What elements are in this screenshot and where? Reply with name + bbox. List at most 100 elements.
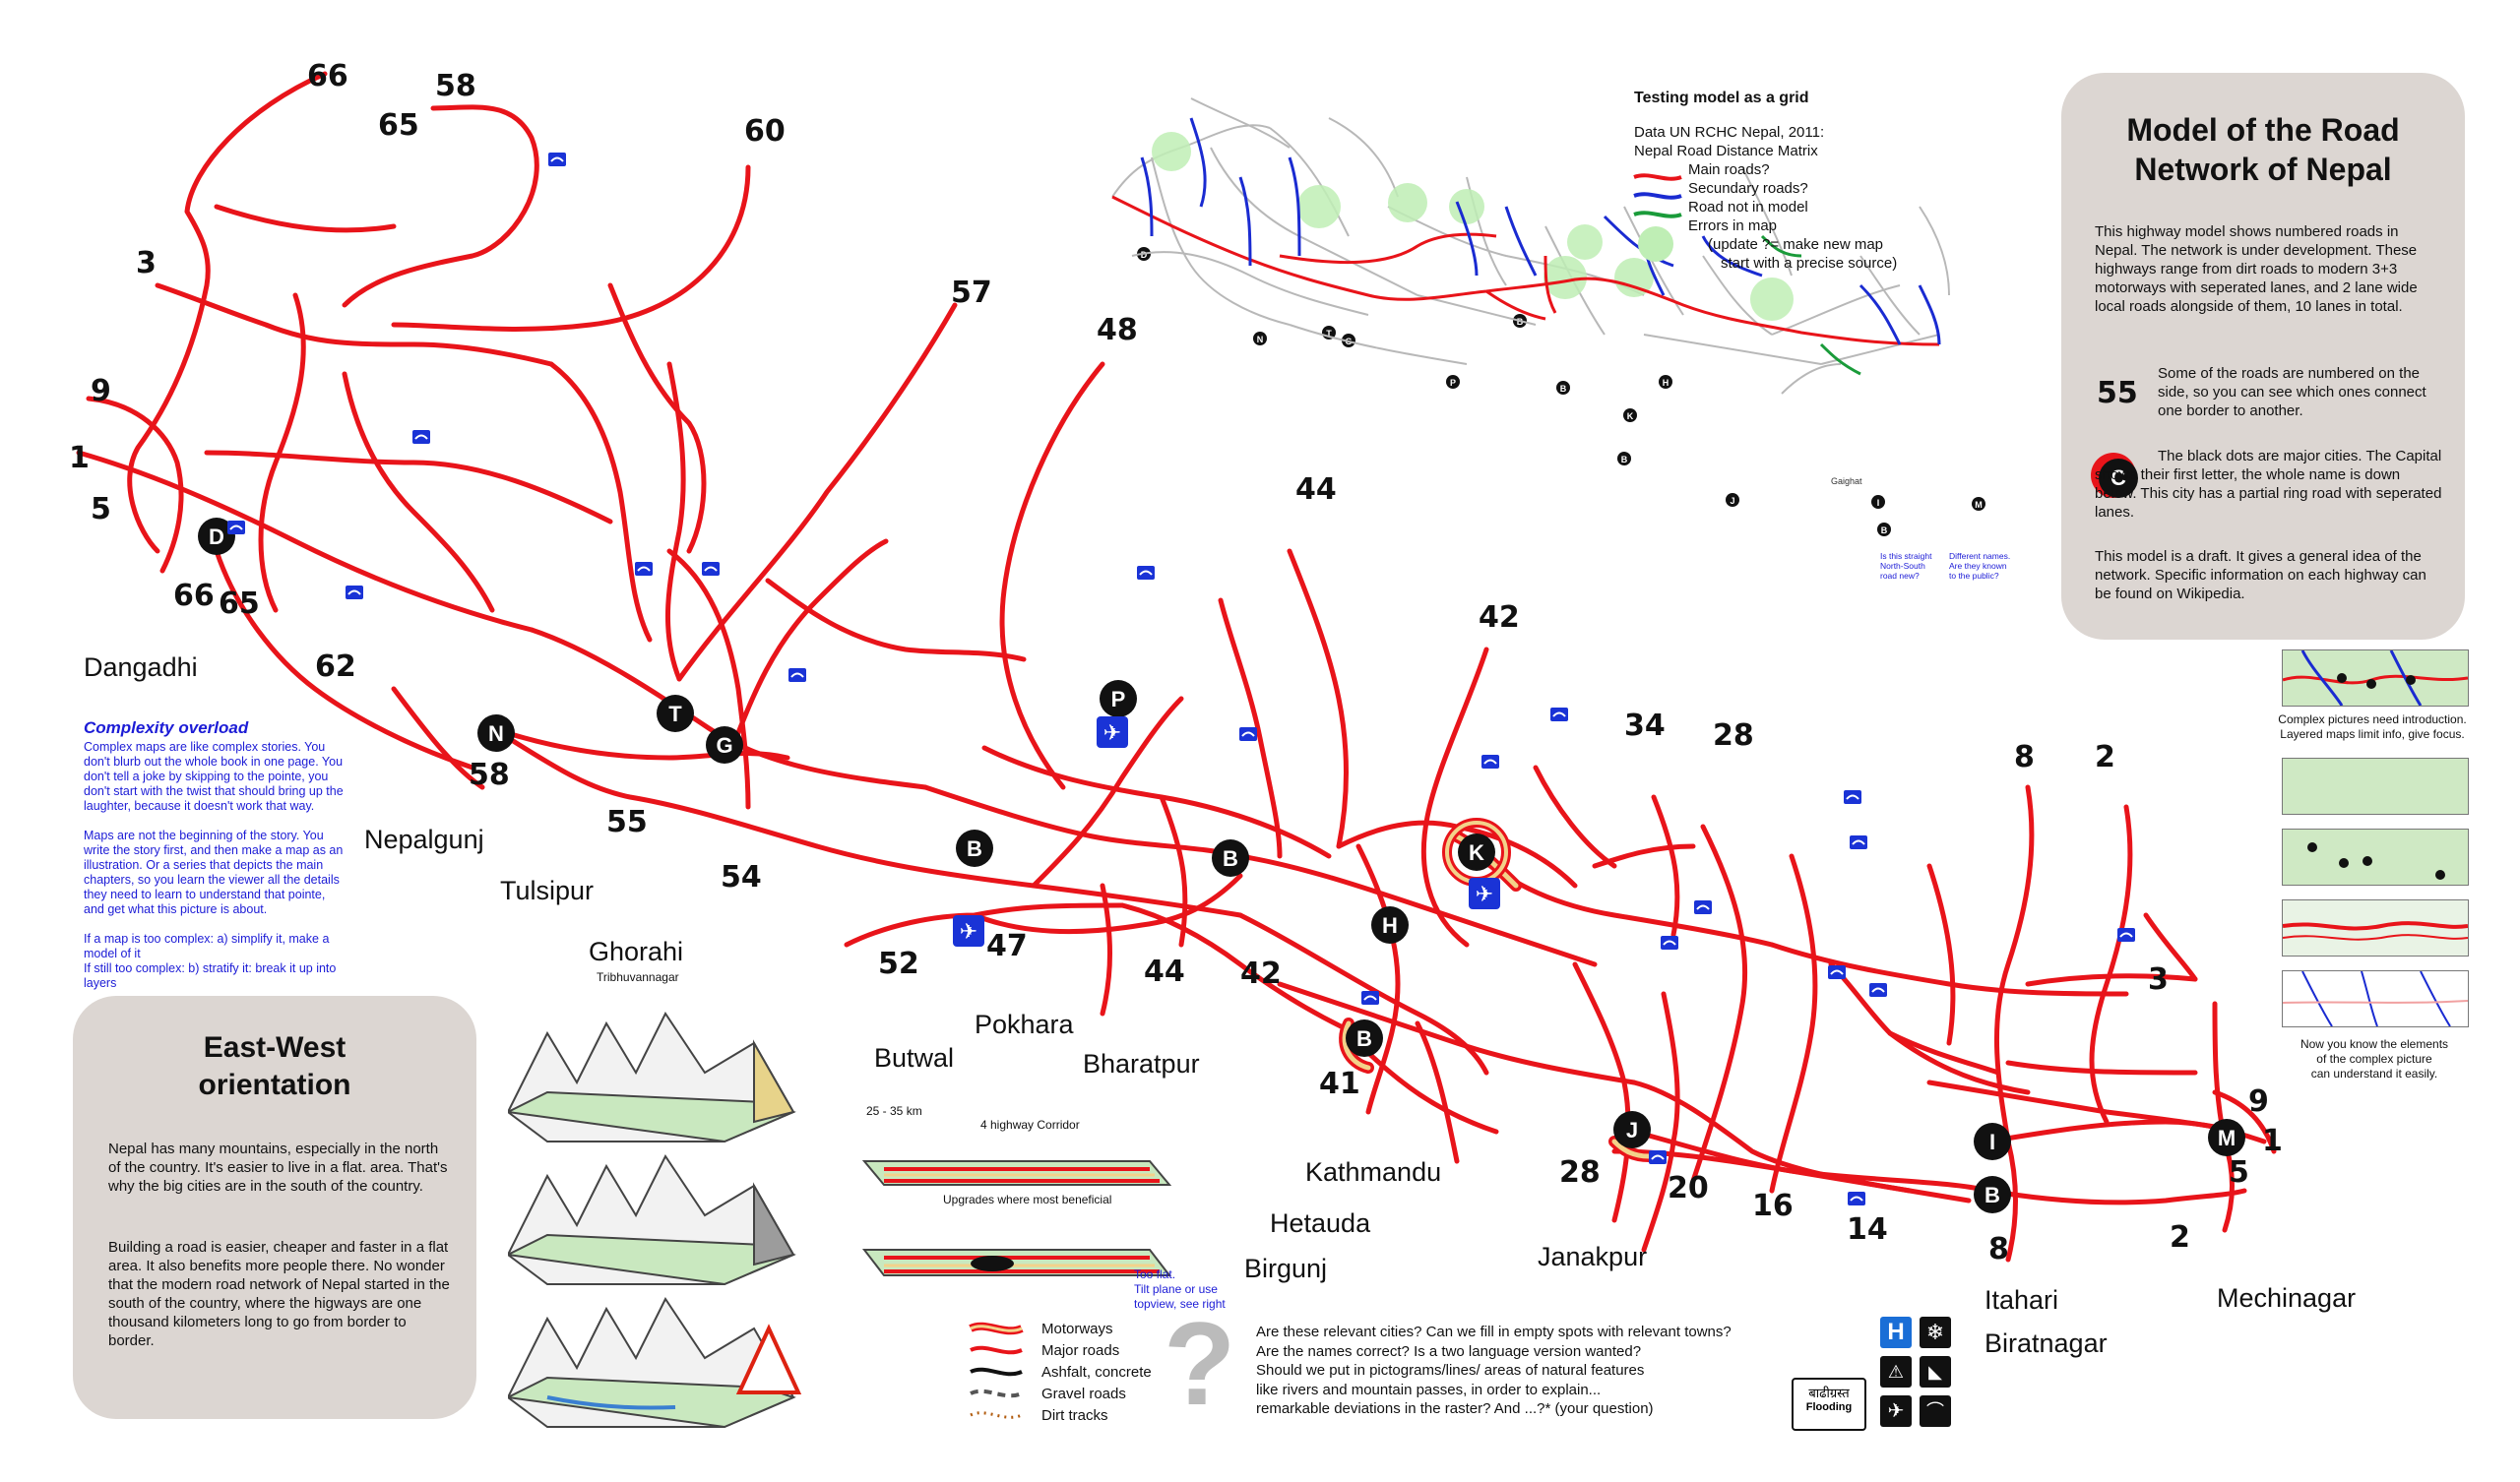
road-number-label: 65 — [219, 587, 260, 621]
legend-city-text: The black dots are major cities. The Cap… — [2095, 448, 2442, 521]
question-line-3: Should we put in pictograms/lines/ areas… — [1256, 1362, 1645, 1379]
landslide-icon: ◣ — [1920, 1356, 1951, 1388]
city-label-kathmandu: Kathmandu — [1305, 1157, 1442, 1187]
east-west-paragraph1: Nepal has many mountains, especially in … — [108, 1141, 448, 1195]
road-number-label: 28 — [1559, 1155, 1601, 1190]
bridge-icon — [788, 668, 806, 682]
svg-text:✈: ✈ — [960, 920, 977, 945]
corridor-note: Too flat. Tilt plane or use topview, see… — [1134, 1267, 1226, 1312]
bridge-icon — [1361, 991, 1379, 1005]
city-marker-d: D — [198, 518, 235, 555]
terrain-illustrations — [508, 1012, 802, 1429]
terrain-block-2 — [508, 1154, 796, 1286]
airport-icon: ✈ — [1097, 716, 1128, 748]
road-number-label: 66 — [307, 59, 348, 93]
road-number-label: 3 — [2148, 962, 2169, 997]
bridge-icon — [2117, 928, 2135, 942]
city-label-hetauda: Hetauda — [1270, 1208, 1371, 1238]
grid-legend: Testing model as a grid Data UN RCHC Nep… — [1634, 89, 1959, 273]
bridge-icon — [227, 521, 245, 534]
road-number-label: 16 — [1752, 1189, 1794, 1223]
grid-city-marker: I — [1871, 495, 1885, 509]
layer-thumb-5-art — [2282, 970, 2469, 1027]
city-marker-n: N — [477, 714, 515, 752]
grid-note-right-1: Different names. — [1949, 551, 2011, 561]
city-marker-k: K — [1458, 834, 1495, 871]
bridge-icon — [1239, 727, 1257, 741]
grid-legend-title: Testing model as a grid — [1634, 90, 1809, 106]
motorways — [1339, 831, 1655, 1162]
bridge-icon — [1661, 936, 1678, 950]
snow-icon: ❄ — [1920, 1317, 1951, 1348]
city-marker-m: M — [2208, 1119, 2245, 1156]
terrain-block-3 — [508, 1297, 802, 1429]
city-marker-p: P — [1100, 680, 1137, 717]
city-marker-b: B — [1346, 1019, 1383, 1057]
legend-secondary-roads: Secundary roads? — [1688, 180, 1808, 197]
road-number-label: 44 — [1144, 955, 1185, 989]
svg-text:B: B — [967, 836, 982, 861]
city-marker-g: G — [706, 726, 743, 764]
open-questions: Are these relevant cities? Can we fill i… — [1256, 1323, 1732, 1419]
hospital-letter: H — [1887, 1319, 1905, 1345]
svg-text:D: D — [209, 525, 224, 549]
grid-city-marker: B — [1556, 381, 1570, 395]
svg-text:G: G — [716, 733, 732, 758]
svg-text:H: H — [1663, 378, 1670, 388]
city-label-janakpur: Janakpur — [1538, 1242, 1648, 1271]
legend-city-marker: C — [2099, 459, 2138, 498]
layers-caption-top: Complex pictures need introduction. Laye… — [2244, 712, 2500, 742]
bridge-icon — [1694, 900, 1712, 914]
question-mark-icon: ? — [1164, 1298, 1236, 1430]
grid-city-marker: K — [1623, 408, 1637, 422]
city-label-tulsipur: Tulsipur — [500, 876, 595, 905]
corridor-note-1: Too flat. — [1134, 1267, 1176, 1281]
corridor-note-3: topview, see right — [1134, 1297, 1226, 1311]
layer-thumb-3-art — [2307, 842, 2445, 880]
east-west-paragraph2: Building a road is easier, cheaper and f… — [108, 1239, 450, 1349]
bridge-icon — [702, 562, 720, 576]
svg-text:P: P — [1111, 687, 1126, 711]
road-type-legend: Motorways Major roads Ashfalt, concrete … — [1041, 1319, 1152, 1427]
svg-text:K: K — [1627, 411, 1634, 421]
corridor-illustration — [861, 1160, 1172, 1276]
svg-text:J: J — [1730, 496, 1734, 506]
svg-text:N: N — [488, 721, 504, 746]
legend-errors: Errors in map — [1688, 217, 1778, 234]
city-marker-b: B — [1212, 839, 1249, 877]
svg-text:N: N — [1257, 335, 1264, 344]
grid-city-marker: H — [1659, 375, 1672, 389]
corridor-distance: 25 - 35 km — [866, 1104, 922, 1118]
city-marker-t: T — [657, 695, 694, 732]
road-number-label: 58 — [435, 69, 476, 103]
question-line-5: remarkable deviations in the raster? And… — [1256, 1400, 1654, 1417]
city-marker-i: I — [1974, 1123, 2011, 1160]
layer-thumb-4 — [2282, 899, 2469, 957]
city-label-butwal: Butwal — [874, 1043, 955, 1073]
city-label-nepalgunj: Nepalgunj — [364, 825, 484, 854]
layer-thumb-5 — [2282, 970, 2469, 1027]
bridge-icon — [346, 586, 363, 599]
bridge-icon — [412, 430, 430, 444]
city-label-ghorahi: Ghorahi — [589, 937, 684, 966]
road-number-label: 1 — [2262, 1124, 2283, 1158]
bridge-icon — [1850, 835, 1867, 849]
grid-note-right-2: Are they known — [1949, 561, 2007, 571]
city-label-tribhuvannagar: Tribhuvannagar — [597, 970, 679, 984]
legend-update2: start with a precise source) — [1721, 255, 1898, 272]
road-number-label: 58 — [469, 758, 510, 792]
svg-text:B: B — [1223, 846, 1238, 871]
city-marker-h: H — [1371, 906, 1409, 944]
eastern-border-roads — [2143, 912, 2277, 1154]
legend-not-in-model: Road not in model — [1688, 199, 1808, 216]
layers-caption-bottom-2: of the complex picture — [2316, 1052, 2432, 1066]
road-number-label: 42 — [1479, 600, 1520, 635]
road-number-label: 52 — [878, 947, 919, 981]
airport-icon: ✈ — [1880, 1395, 1912, 1427]
road-number-label: 47 — [986, 929, 1028, 963]
grid-note-right-3: to the public? — [1949, 571, 1999, 581]
layers-caption-bottom-3: can understand it easily. — [2310, 1067, 2438, 1081]
road-number-label: 48 — [1097, 313, 1138, 347]
city-label-biratnagar: Biratnagar — [1984, 1328, 2108, 1358]
